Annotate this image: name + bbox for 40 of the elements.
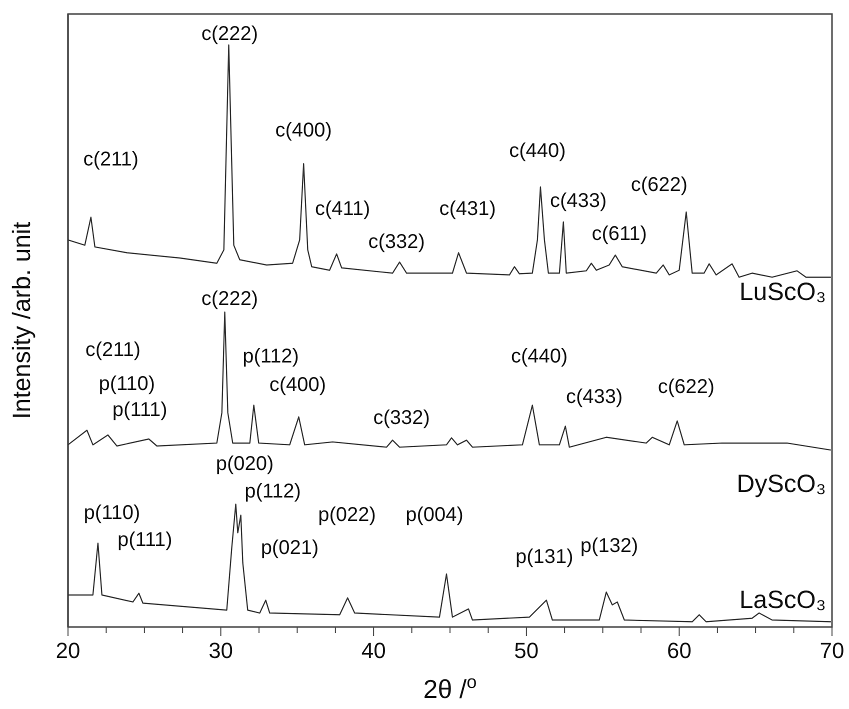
annotation: p(021) (260, 537, 319, 560)
x-tick-label: 50 (514, 638, 539, 663)
annotation: c(411) (315, 198, 370, 220)
series-label: DyScO₃ (736, 470, 826, 498)
x-tick-label: 40 (361, 638, 386, 663)
annotation: c(622) (658, 376, 715, 398)
annotation: p(111) (112, 399, 168, 422)
annotation: p(111) (117, 529, 172, 552)
annotation: c(611) (592, 223, 647, 246)
annotation: c(400) (275, 120, 332, 142)
annotation: c(440) (511, 345, 568, 368)
x-tick-label: 60 (666, 638, 692, 663)
annotation: c(211) (85, 339, 141, 361)
annotation: p(004) (406, 504, 464, 526)
annotation: p(022) (318, 504, 376, 526)
annotation: p(112) (242, 345, 299, 368)
series-label: LaScO₃ (739, 586, 826, 614)
annotation: p(112) (244, 480, 301, 502)
annotation: p(131) (516, 546, 574, 568)
annotation: p(020) (216, 453, 274, 476)
annotation: c(440) (509, 140, 566, 162)
annotation: c(332) (373, 407, 430, 430)
annotation: c(433) (566, 386, 623, 408)
annotation: c(222) (201, 288, 258, 310)
annotation: c(431) (439, 198, 496, 220)
annotation: c(222) (201, 23, 258, 45)
annotation: p(110) (98, 372, 156, 395)
y-axis-title: Intensity /arb. unit (8, 222, 36, 420)
annotation: p(110) (84, 502, 140, 524)
series-label: LuScO₃ (739, 278, 826, 306)
x-tick-label: 30 (208, 638, 234, 663)
annotation: c(400) (269, 374, 326, 396)
annotation: c(211) (83, 148, 139, 170)
annotation: c(332) (368, 231, 425, 254)
annotation: c(622) (630, 174, 688, 196)
x-axis-title: 2θ /$^{o}$ (423, 672, 477, 704)
annotation: p(132) (580, 535, 638, 558)
x-tick-label: 70 (820, 638, 844, 663)
x-tick-label: 20 (56, 638, 80, 663)
annotation: c(433) (550, 190, 607, 212)
